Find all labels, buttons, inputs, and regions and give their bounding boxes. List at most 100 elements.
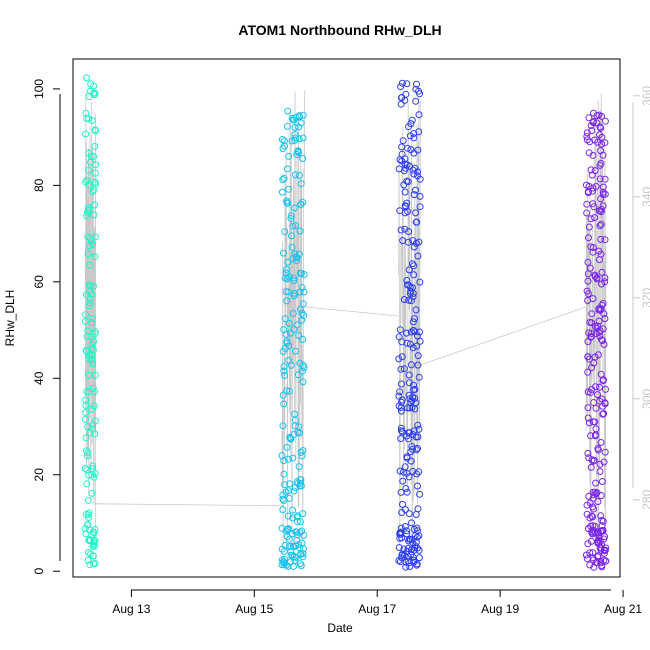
data-point — [595, 383, 603, 391]
data-point — [397, 380, 405, 388]
data-point — [397, 365, 405, 373]
data-point — [406, 536, 414, 544]
data-point — [89, 188, 97, 195]
data-point — [601, 448, 609, 456]
data-point — [401, 463, 409, 471]
data-point — [415, 128, 423, 136]
data-point — [397, 404, 405, 411]
data-point — [591, 522, 599, 530]
data-point — [414, 172, 421, 180]
data-point — [397, 100, 405, 108]
data-point — [413, 342, 421, 350]
data-point — [283, 266, 290, 273]
data-point — [291, 557, 299, 565]
data-point — [600, 410, 608, 418]
data-point — [284, 122, 291, 130]
data-point — [414, 361, 422, 369]
data-point — [281, 315, 289, 323]
data-point — [397, 435, 405, 443]
data-point — [597, 208, 605, 216]
data-point — [583, 129, 591, 137]
data-point — [405, 537, 413, 545]
data-point — [397, 83, 405, 91]
data-point — [293, 513, 301, 521]
data-point — [410, 326, 417, 334]
data-point — [601, 236, 609, 244]
y-tick-label: 60 — [32, 275, 46, 289]
data-point — [599, 183, 607, 191]
data-point — [296, 518, 304, 526]
data-point — [281, 481, 289, 489]
data-point — [281, 142, 288, 150]
data-point — [400, 181, 408, 189]
data-point — [408, 260, 416, 268]
data-point — [285, 185, 292, 193]
data-point — [84, 549, 92, 556]
data-point — [289, 310, 297, 317]
y-tick-label: 100 — [32, 79, 46, 99]
data-point — [405, 510, 413, 518]
data-point — [405, 296, 413, 304]
data-point — [398, 509, 406, 516]
data-point — [295, 250, 303, 258]
data-point — [291, 124, 299, 131]
data-point — [280, 367, 288, 375]
data-point — [599, 410, 607, 418]
data-point — [409, 318, 417, 326]
data-point — [598, 112, 606, 120]
data-point — [285, 543, 293, 550]
data-point — [582, 551, 590, 559]
data-point — [412, 97, 420, 105]
data-point — [592, 479, 600, 487]
data-point — [584, 258, 592, 266]
data-point — [601, 274, 609, 282]
secondary-series-line — [281, 90, 306, 545]
data-point — [290, 430, 298, 438]
data-point — [90, 473, 98, 481]
data-point — [82, 530, 90, 538]
data-point — [588, 319, 596, 327]
data-point — [83, 466, 91, 474]
data-point — [290, 289, 298, 297]
data-point — [411, 164, 419, 172]
data-point — [416, 278, 424, 286]
data-point — [589, 187, 597, 195]
data-point — [412, 239, 420, 247]
data-point — [589, 244, 597, 251]
data-point — [585, 234, 592, 242]
data-point — [584, 270, 592, 278]
data-point — [597, 147, 605, 155]
data-point — [585, 454, 593, 462]
data-point — [289, 514, 297, 522]
data-point — [290, 292, 298, 300]
data-point — [402, 485, 410, 492]
data-point — [404, 545, 412, 552]
data-point — [280, 363, 288, 370]
data-point — [601, 278, 609, 286]
data-point — [87, 355, 95, 363]
data-point — [299, 378, 307, 386]
data-point — [82, 109, 90, 117]
data-point — [406, 559, 414, 567]
data-point — [588, 512, 596, 520]
data-point — [89, 552, 97, 560]
data-point — [296, 529, 304, 537]
data-point — [84, 207, 92, 214]
data-point — [82, 434, 90, 442]
data-point — [596, 332, 604, 340]
x-tick-label: Aug 13 — [112, 602, 150, 616]
data-point — [296, 171, 303, 179]
data-point — [586, 514, 594, 522]
data-point — [90, 538, 98, 546]
data-point — [295, 135, 303, 143]
data-point — [415, 425, 423, 433]
data-point — [284, 455, 292, 463]
data-point — [90, 338, 98, 345]
data-point — [405, 391, 413, 399]
data-point — [279, 495, 287, 503]
data-point — [295, 331, 303, 339]
data-point — [598, 516, 606, 524]
data-point — [90, 560, 97, 568]
data-point — [403, 453, 411, 461]
